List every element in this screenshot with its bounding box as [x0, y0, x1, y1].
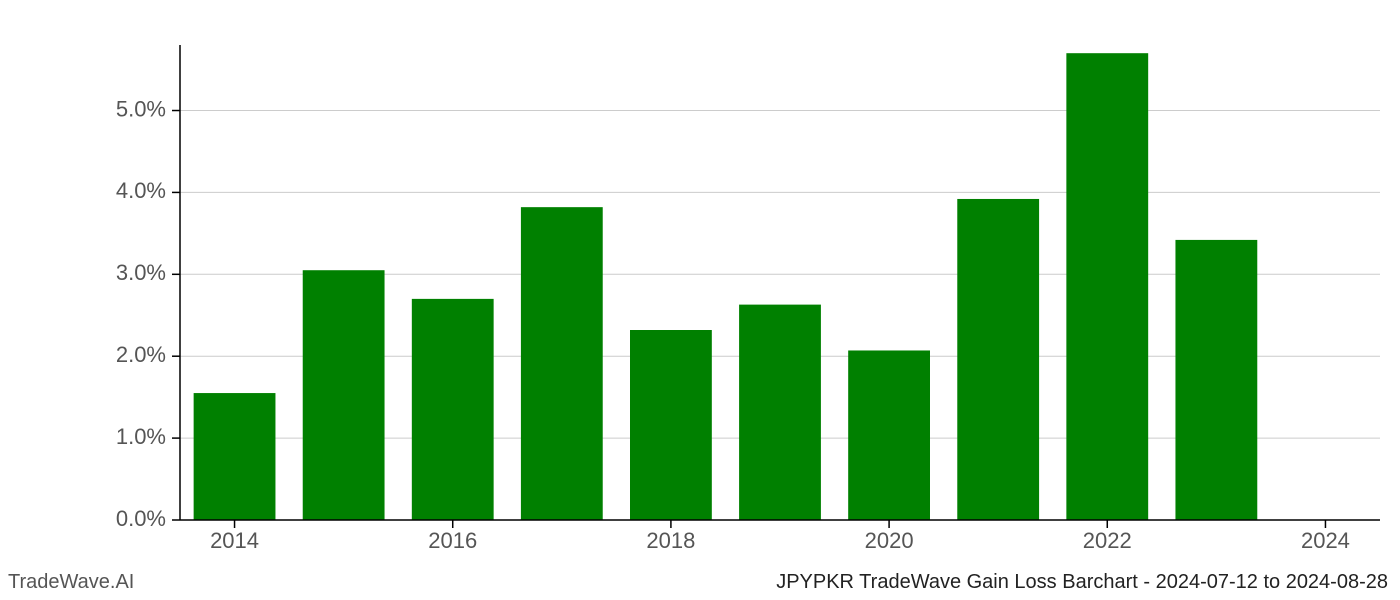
- x-tick-label: 2024: [1301, 528, 1350, 553]
- bar: [194, 393, 276, 520]
- bar: [630, 330, 712, 520]
- y-tick-label: 5.0%: [116, 96, 166, 121]
- x-tick-label: 2022: [1083, 528, 1132, 553]
- y-tick-label: 3.0%: [116, 260, 166, 285]
- x-tick-label: 2014: [210, 528, 259, 553]
- bar: [1066, 53, 1148, 520]
- barchart-svg: 0.0% 1.0% 2.0% 3.0% 4.0% 5.0% 2014 2016 2018 2020…: [0, 0, 1400, 600]
- y-tick-label: 2.0%: [116, 342, 166, 367]
- x-tick-label: 2018: [646, 528, 695, 553]
- caption-text: JPYPKR TradeWave Gain Loss Barchart - 20…: [776, 571, 1388, 594]
- bar: [848, 350, 930, 520]
- bar: [412, 299, 494, 520]
- bar: [739, 305, 821, 520]
- y-tick-label: 0.0%: [116, 506, 166, 531]
- x-tick-label: 2020: [865, 528, 914, 553]
- bar: [521, 207, 603, 520]
- bar: [957, 199, 1039, 520]
- bar: [303, 270, 385, 520]
- chart-container: 0.0% 1.0% 2.0% 3.0% 4.0% 5.0% 2014 2016 2018 2020…: [0, 0, 1400, 600]
- y-tick-label: 1.0%: [116, 424, 166, 449]
- y-tick-label: 4.0%: [116, 178, 166, 203]
- bar: [1175, 240, 1257, 520]
- watermark-text: TradeWave.AI: [8, 571, 134, 594]
- x-tick-label: 2016: [428, 528, 477, 553]
